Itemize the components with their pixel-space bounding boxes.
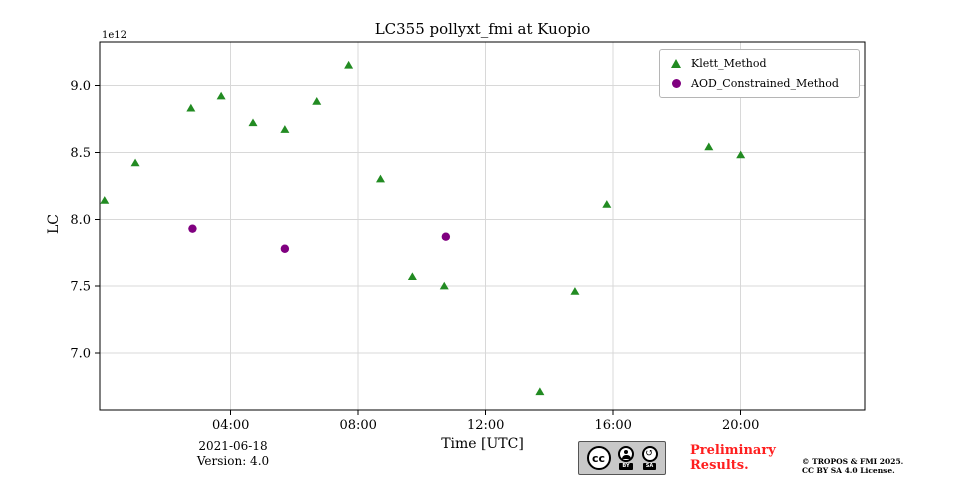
x-axis-label: Time [UTC] [441,436,524,452]
legend-label-klett: Klett_Method [691,57,767,70]
data-point-AOD_Constrained_Method [188,224,197,233]
y-tick-label: 7.5 [70,280,91,295]
y-tick-label: 8.5 [70,146,91,161]
data-point-Klett_Method [216,91,226,100]
measurement-date: 2021-06-18 [198,439,268,453]
data-point-Klett_Method [130,158,140,167]
cc-icon: cc [586,446,611,470]
copyright-note: © TROPOS & FMI 2025. CC BY SA 4.0 Licens… [802,457,904,475]
version-label: Version: 4.0 [196,454,270,468]
y-axis-offset-label: 1e12 [102,30,128,41]
data-point-Klett_Method [570,287,580,295]
data-point-Klett_Method [248,118,258,127]
data-point-Klett_Method [344,60,354,69]
legend-item-aod: AOD_Constrained_Method [669,77,850,90]
data-point-Klett_Method [312,97,322,105]
data-point-Klett_Method [704,142,714,151]
data-point-Klett_Method [100,196,110,204]
legend: Klett_Method AOD_Constrained_Method [659,49,860,98]
axes-border [99,41,866,411]
y-tick-label: 9.0 [70,79,91,94]
data-point-Klett_Method [535,387,545,396]
data-point-Klett_Method [376,174,385,183]
data-point-Klett_Method [407,272,417,281]
chart-title: LC355 pollyxt_fmi at Kuopio [374,20,591,38]
data-point-AOD_Constrained_Method [280,244,290,253]
by-label: BY [619,463,633,470]
legend-item-klett: Klett_Method [669,57,850,70]
sa-label: SA [642,463,657,470]
data-point-AOD_Constrained_Method [441,232,451,241]
preliminary-note: Preliminary Results. [690,443,776,473]
data-point-Klett_Method [602,200,612,208]
y-tick-label: 8.0 [70,213,91,228]
date-version-note: 2021-06-18 Version: 4.0 [163,439,303,469]
legend-label-aod: AOD_Constrained_Method [691,77,839,90]
x-tick-label: 20:00 [722,418,759,433]
x-tick-label: 08:00 [339,418,376,433]
data-point-Klett_Method [736,150,746,159]
sa-arrow-icon: ↺ [641,446,658,462]
y-tick-label: 7.0 [70,347,91,362]
x-tick-label: 12:00 [467,418,504,433]
triangle-marker-icon [671,59,681,68]
data-point-Klett_Method [439,281,449,290]
x-tick-label: 04:00 [212,418,249,433]
circle-marker-icon [671,79,681,88]
x-tick-label: 16:00 [594,418,631,433]
data-point-Klett_Method [186,103,196,112]
data-point-Klett_Method [280,125,290,133]
cc-license-badge: cc BY ↺ SA [578,441,666,475]
by-person-icon [618,446,634,462]
